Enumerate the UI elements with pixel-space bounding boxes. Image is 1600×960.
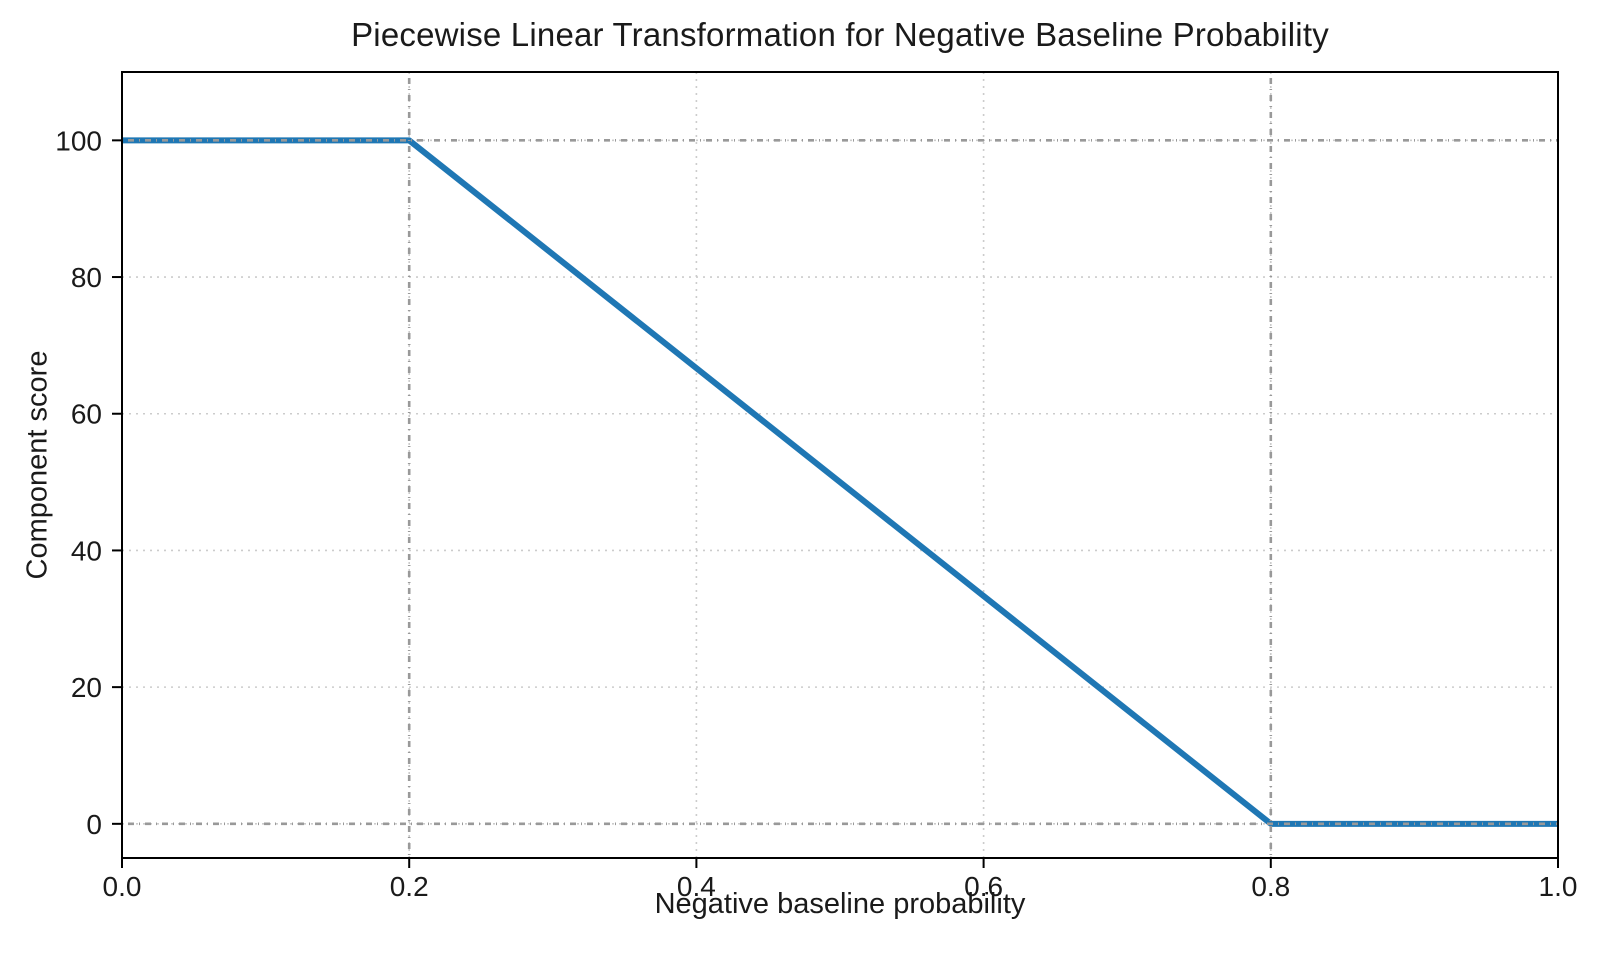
reference-lines-group bbox=[122, 72, 1558, 858]
tick-labels-group: 0.0 0.2 0.4 0.6 0.8 1.0 0 20 40 60 80 100 bbox=[55, 125, 1577, 902]
plot-border bbox=[121, 71, 1559, 859]
gridlines-group bbox=[121, 72, 1559, 858]
chart-title: Piecewise Linear Transformation for Nega… bbox=[351, 16, 1329, 53]
axes-group bbox=[112, 71, 1559, 868]
y-tick-label: 80 bbox=[71, 262, 102, 293]
x-tick-label: 1.0 bbox=[1539, 871, 1578, 902]
y-tick-label: 40 bbox=[71, 535, 102, 566]
x-axis-label: Negative baseline probability bbox=[654, 888, 1026, 920]
y-tick-label: 100 bbox=[55, 125, 102, 156]
x-tick-label: 0.8 bbox=[1251, 871, 1290, 902]
y-axis-label: Component score bbox=[21, 350, 54, 580]
y-tick-label: 60 bbox=[71, 399, 102, 430]
series-line-component-score bbox=[122, 137, 1558, 827]
y-tick-label: 20 bbox=[71, 672, 102, 703]
x-tick-label: 0.4 bbox=[677, 871, 716, 902]
y-tick-label: 0 bbox=[86, 809, 102, 840]
x-tick-label: 0.2 bbox=[390, 871, 429, 902]
x-tick-label: 0.6 bbox=[964, 871, 1003, 902]
x-tick-label: 0.0 bbox=[103, 871, 142, 902]
series-group bbox=[122, 137, 1558, 827]
